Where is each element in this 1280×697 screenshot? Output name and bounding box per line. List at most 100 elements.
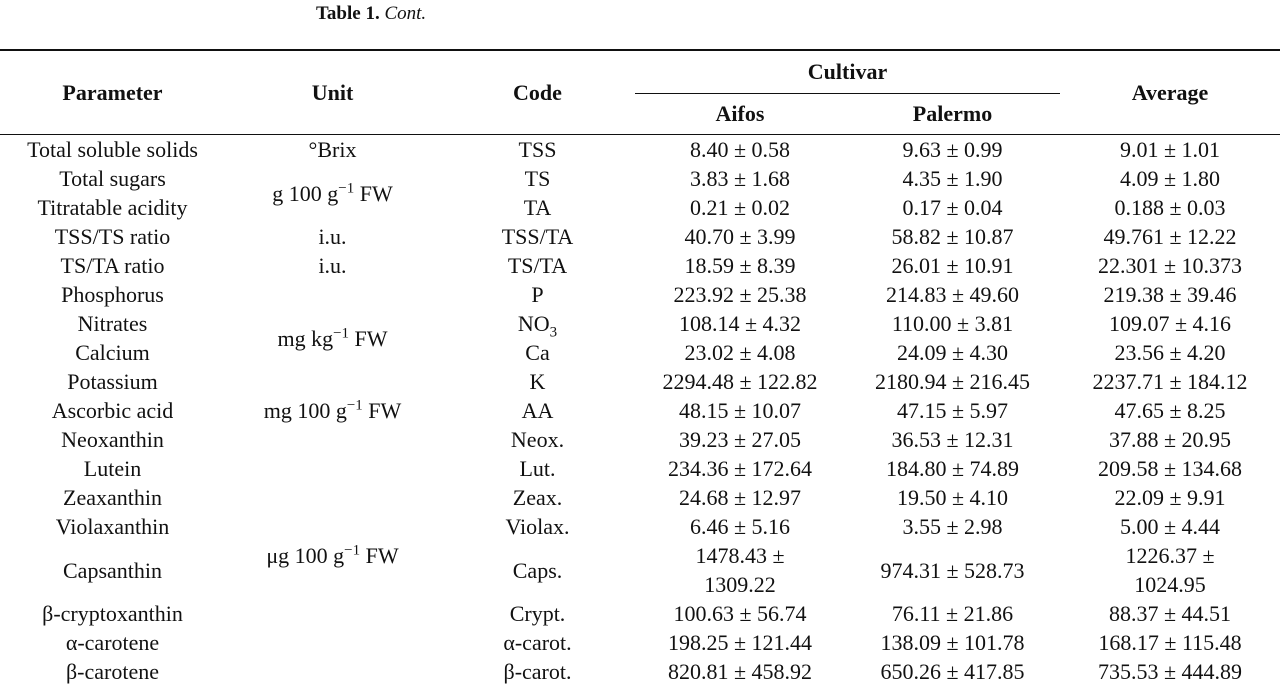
average-value: 0.188 ± 0.03 bbox=[1114, 195, 1226, 220]
unit-cell: °Brix bbox=[225, 135, 440, 165]
code-cell: Violax. bbox=[440, 512, 635, 541]
parameter: Capsanthin bbox=[63, 557, 162, 583]
aifos-cell: 0.21 ± 0.02 bbox=[635, 193, 845, 222]
aifos-value: 39.23 ± 27.05 bbox=[678, 427, 802, 452]
aifos-cell: 198.25 ± 121.44 bbox=[635, 628, 845, 657]
parameter-cell: Potassium bbox=[0, 367, 225, 396]
palermo-value: 138.09 ± 101.78 bbox=[880, 630, 1025, 655]
average-value: 209.58 ± 134.68 bbox=[1097, 456, 1243, 481]
palermo-cell: 76.11 ± 21.86 bbox=[845, 599, 1060, 628]
average-value: 37.88 ± 20.95 bbox=[1108, 427, 1232, 452]
parameter: Phosphorus bbox=[61, 282, 164, 307]
average-value: 168.17 ± 115.48 bbox=[1098, 630, 1242, 655]
average-value: 735.53 ± 444.89 bbox=[1097, 659, 1243, 684]
parameter: Potassium bbox=[67, 369, 158, 394]
code-cell: NO3 bbox=[440, 309, 635, 340]
caption: Table 1. Cont. bbox=[316, 3, 426, 25]
table-row: TSS/TS ratio i.u. TSS/TA 40.70 ± 3.99 58.82 … bbox=[0, 222, 1280, 251]
code: P bbox=[531, 282, 544, 307]
palermo-value: 36.53 ± 12.31 bbox=[891, 427, 1014, 452]
palermo-value: 19.50 ± 4.10 bbox=[896, 485, 1009, 510]
average-cell: 37.88 ± 20.95 bbox=[1060, 425, 1280, 454]
palermo-cell: 9.63 ± 0.99 bbox=[845, 135, 1060, 165]
palermo-value: 24.09 ± 4.30 bbox=[896, 340, 1009, 365]
code-cell: Zeax. bbox=[440, 483, 635, 512]
parameter-cell: Total sugars bbox=[0, 164, 225, 193]
palermo-cell: 138.09 ± 101.78 bbox=[845, 628, 1060, 657]
table-row: Titratable acidity TA 0.21 ± 0.02 0.17 ± 0.… bbox=[0, 193, 1280, 222]
parameter-cell: Capsanthin bbox=[0, 541, 225, 599]
code: TSS/TA bbox=[501, 224, 574, 249]
unit-tail: FW bbox=[362, 398, 402, 423]
palermo-value: 3.55 ± 2.98 bbox=[902, 514, 1003, 539]
unit-sup: −1 bbox=[344, 542, 361, 559]
average-value: 47.65 ± 8.25 bbox=[1114, 398, 1226, 423]
parameter-cell: β-carotene bbox=[0, 657, 225, 686]
table-row: Violaxanthin Violax. 6.46 ± 5.16 3.55 ± 2.9… bbox=[0, 512, 1280, 541]
palermo-cell: 47.15 ± 5.97 bbox=[845, 396, 1060, 425]
palermo-value: 58.82 ± 10.87 bbox=[891, 224, 1014, 249]
unit-cell: g 100 g−1 FW bbox=[225, 164, 440, 222]
average-value: 5.00 ± 4.44 bbox=[1119, 514, 1221, 539]
aifos-value: 6.46 ± 5.16 bbox=[689, 514, 791, 539]
unit-sup: −1 bbox=[333, 325, 350, 342]
average-cell: 22.301 ± 10.373 bbox=[1060, 251, 1280, 280]
table: Parameter Unit Code Cultivar Average Aif… bbox=[0, 49, 1280, 686]
average-value: 1226.37 ± 1024.95 bbox=[1125, 543, 1215, 597]
palermo-cell: 58.82 ± 10.87 bbox=[845, 222, 1060, 251]
average-value: 22.09 ± 9.91 bbox=[1114, 485, 1226, 510]
code-cell: TA bbox=[440, 193, 635, 222]
header-cell: Aifos bbox=[715, 101, 765, 126]
palermo-cell: 214.83 ± 49.60 bbox=[845, 280, 1060, 309]
code-cell: Ca bbox=[440, 338, 635, 367]
table-row: Neoxanthin μg 100 g−1 FW Neox. 39.23 ± 27.0… bbox=[0, 425, 1280, 568]
parameter: TS/TA ratio bbox=[60, 253, 165, 278]
average-value: 4.09 ± 1.80 bbox=[1119, 166, 1221, 191]
parameter-cell: Lutein bbox=[0, 454, 225, 483]
header-cell: Average bbox=[1131, 79, 1209, 105]
average-cell: 209.58 ± 134.68 bbox=[1060, 454, 1280, 483]
average-cell: 49.761 ± 12.22 bbox=[1060, 222, 1280, 251]
parameter: α-carotene bbox=[65, 630, 160, 655]
parameter-cell: Total soluble solids bbox=[0, 135, 225, 165]
palermo-value: 184.80 ± 74.89 bbox=[885, 456, 1020, 481]
palermo-cell: 3.55 ± 2.98 bbox=[845, 512, 1060, 541]
aifos-cell: 234.36 ± 172.64 bbox=[635, 454, 845, 483]
code: TA bbox=[523, 195, 552, 220]
average-cell: 2237.71 ± 184.12 bbox=[1060, 367, 1280, 396]
unit: mg kg bbox=[277, 325, 334, 351]
code-cell: TS bbox=[440, 164, 635, 193]
code: TS bbox=[524, 166, 551, 191]
average-value: 88.37 ± 44.51 bbox=[1108, 601, 1232, 626]
average-value: 23.56 ± 4.20 bbox=[1114, 340, 1226, 365]
code: AA bbox=[521, 398, 554, 423]
unit: mg 100 g bbox=[263, 398, 347, 423]
aifos-cell: 48.15 ± 10.07 bbox=[635, 396, 845, 425]
aifos-cell: 23.02 ± 4.08 bbox=[635, 338, 845, 367]
unit-tail: FW bbox=[354, 180, 393, 206]
code-cell: TSS bbox=[440, 135, 635, 165]
average-cell: 219.38 ± 39.46 bbox=[1060, 280, 1280, 309]
unit-cell: i.u. bbox=[225, 251, 440, 280]
table-row: α-carotene α-carot. 198.25 ± 121.44 138.09 … bbox=[0, 628, 1280, 657]
table-header: Parameter Unit Code Cultivar Average Aif… bbox=[0, 50, 1280, 135]
parameter-cell: Nitrates bbox=[0, 309, 225, 338]
aifos-cell: 6.46 ± 5.16 bbox=[635, 512, 845, 541]
code: Lut. bbox=[519, 456, 556, 481]
aifos-value: 223.92 ± 25.38 bbox=[673, 282, 807, 307]
parameter-cell: TSS/TS ratio bbox=[0, 222, 225, 251]
average-value: 219.38 ± 39.46 bbox=[1103, 282, 1237, 307]
code: Ca bbox=[525, 340, 550, 365]
code: K bbox=[529, 369, 546, 394]
parameter: Titratable acidity bbox=[37, 195, 188, 220]
table-row: Phosphorus mg kg−1 FW P 223.92 ± 25.38 214.8… bbox=[0, 280, 1280, 351]
parameter-cell: α-carotene bbox=[0, 628, 225, 657]
palermo-value: 214.83 ± 49.60 bbox=[885, 282, 1020, 307]
average-cell: 47.65 ± 8.25 bbox=[1060, 396, 1280, 425]
average-value: 49.761 ± 12.22 bbox=[1103, 224, 1237, 249]
code-cell: Caps. bbox=[440, 541, 635, 599]
unit: μg 100 g bbox=[266, 543, 345, 568]
parameter-cell: β-cryptoxanthin bbox=[0, 599, 225, 628]
code-cell: K bbox=[440, 367, 635, 396]
table-row: Zeaxanthin Zeax. 24.68 ± 12.97 19.50 ± 4.10… bbox=[0, 483, 1280, 512]
